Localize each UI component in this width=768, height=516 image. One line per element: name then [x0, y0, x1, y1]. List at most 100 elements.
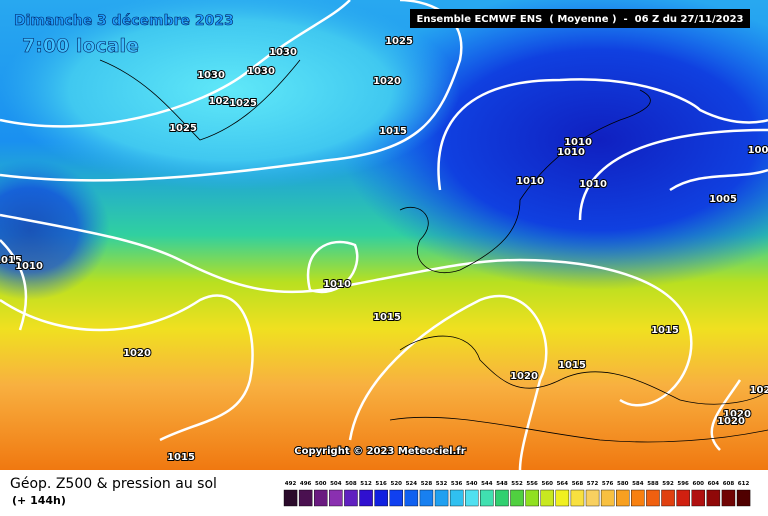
legend-swatch — [465, 489, 479, 507]
legend-swatch — [419, 489, 434, 507]
legend-value: 588 — [647, 481, 659, 487]
legend-value: 524 — [406, 481, 418, 487]
isobar-label: 1010 — [323, 279, 351, 290]
legend-swatch — [616, 489, 630, 507]
legend-swatch — [600, 489, 615, 507]
coastlines — [99, 59, 768, 443]
legend-swatch — [585, 489, 600, 507]
legend-value: 592 — [662, 481, 674, 487]
legend-value: 552 — [511, 481, 523, 487]
isobar-label: 1015 — [373, 312, 401, 323]
forecast-date: Dimanche 3 décembre 2023 — [14, 13, 234, 29]
legend-value: 528 — [421, 481, 433, 487]
model-banner — [410, 9, 750, 28]
legend-value: 548 — [496, 481, 508, 487]
legend-swatch — [721, 489, 736, 507]
isobar-label: 102 — [209, 96, 230, 107]
isobar-label: 1030 — [197, 70, 225, 81]
isobar-label: 1025 — [169, 123, 197, 134]
isobar-label: 1030 — [247, 66, 275, 77]
map: Ensemble ECMWF ENS ( Moyenne ) - 06 Z du… — [0, 0, 768, 471]
legend-swatch — [706, 489, 721, 507]
legend-swatch — [525, 489, 539, 507]
legend-value: 496 — [300, 481, 312, 487]
legend-swatch — [449, 489, 464, 507]
legend-swatch — [434, 489, 449, 507]
legend-swatch — [344, 489, 358, 507]
legend-swatch — [314, 489, 328, 507]
legend-swatch — [389, 489, 404, 507]
isobar-label: 1015 — [0, 255, 22, 266]
low-height-area — [0, 160, 110, 300]
legend-swatch — [359, 489, 373, 507]
legend-swatch — [374, 489, 388, 507]
isobar-label: 1015 — [651, 325, 679, 336]
legend-value: 608 — [723, 481, 735, 487]
forecast-time: 7:00 locale — [22, 35, 139, 57]
legend-value: 612 — [738, 481, 750, 487]
legend-value: 560 — [542, 481, 554, 487]
legend-value: 556 — [526, 481, 538, 487]
isobar-label: 1025 — [385, 36, 413, 47]
isobar-label: 1010 — [15, 261, 43, 272]
legend-swatch — [555, 489, 570, 507]
isobar-label: 1030 — [269, 47, 297, 58]
isobar-label: 1020 — [123, 348, 151, 359]
legend-value: 596 — [677, 481, 689, 487]
legend-value: 584 — [632, 481, 644, 487]
legend-value: 536 — [451, 481, 463, 487]
isobars — [0, 0, 768, 470]
legend-swatch — [646, 489, 660, 507]
legend-swatch — [510, 489, 524, 507]
legend-value: 508 — [345, 481, 357, 487]
model-info: Ensemble ECMWF ENS ( Moyenne ) - 06 Z du… — [417, 14, 744, 25]
legend-value: 576 — [602, 481, 614, 487]
legend-value: 564 — [557, 481, 569, 487]
isobar-label: 1010 — [579, 179, 607, 190]
legend-swatch — [570, 489, 585, 507]
isobar-label: 102 — [750, 385, 768, 396]
color-legend: 492 496 500 504 508 512 516 520 524 528 532 536 540 5… — [283, 481, 751, 507]
isobar-label: 1015 — [167, 452, 195, 463]
legend-swatch — [736, 489, 751, 507]
isobar-label: 100 — [748, 145, 768, 156]
legend-value: 504 — [330, 481, 342, 487]
copyright: Copyright © 2023 Meteociel.fr — [294, 446, 465, 457]
legend-swatch — [631, 489, 645, 507]
legend-value: 532 — [436, 481, 448, 487]
legend-value: 600 — [693, 481, 705, 487]
legend-value: 520 — [391, 481, 403, 487]
isobar-label: 1010 — [564, 137, 592, 148]
legend-swatch — [404, 489, 419, 507]
legend-value: 580 — [617, 481, 629, 487]
isobar-label: 1025 — [229, 98, 257, 109]
legend-swatch — [283, 489, 298, 507]
legend-swatch — [480, 489, 494, 507]
isobar-label: 1020 — [717, 416, 745, 427]
legend-value: 540 — [466, 481, 478, 487]
legend-value: 572 — [587, 481, 599, 487]
isobar-label: 1020 — [723, 409, 751, 420]
legend-swatch — [298, 489, 313, 507]
legend-value: 568 — [572, 481, 584, 487]
isobar-label: 1005 — [709, 194, 737, 205]
legend-value: 604 — [708, 481, 720, 487]
footer-title: Géop. Z500 & pression au sol — [10, 476, 217, 492]
isobar-label: 1020 — [373, 76, 401, 87]
isobar-label: 1015 — [558, 360, 586, 371]
legend-swatch — [691, 489, 706, 507]
high-height-area — [0, 0, 460, 190]
legend-value: 492 — [285, 481, 297, 487]
legend-value: 512 — [360, 481, 372, 487]
legend-swatch — [495, 489, 509, 507]
legend-swatch — [676, 489, 690, 507]
isobar-label: 1010 — [557, 147, 585, 158]
isobar-label: 1015 — [379, 126, 407, 137]
legend-swatch — [661, 489, 675, 507]
isobar-label: 1020 — [510, 371, 538, 382]
legend-swatch — [540, 489, 555, 507]
legend-value: 544 — [481, 481, 493, 487]
legend-value: 500 — [315, 481, 327, 487]
